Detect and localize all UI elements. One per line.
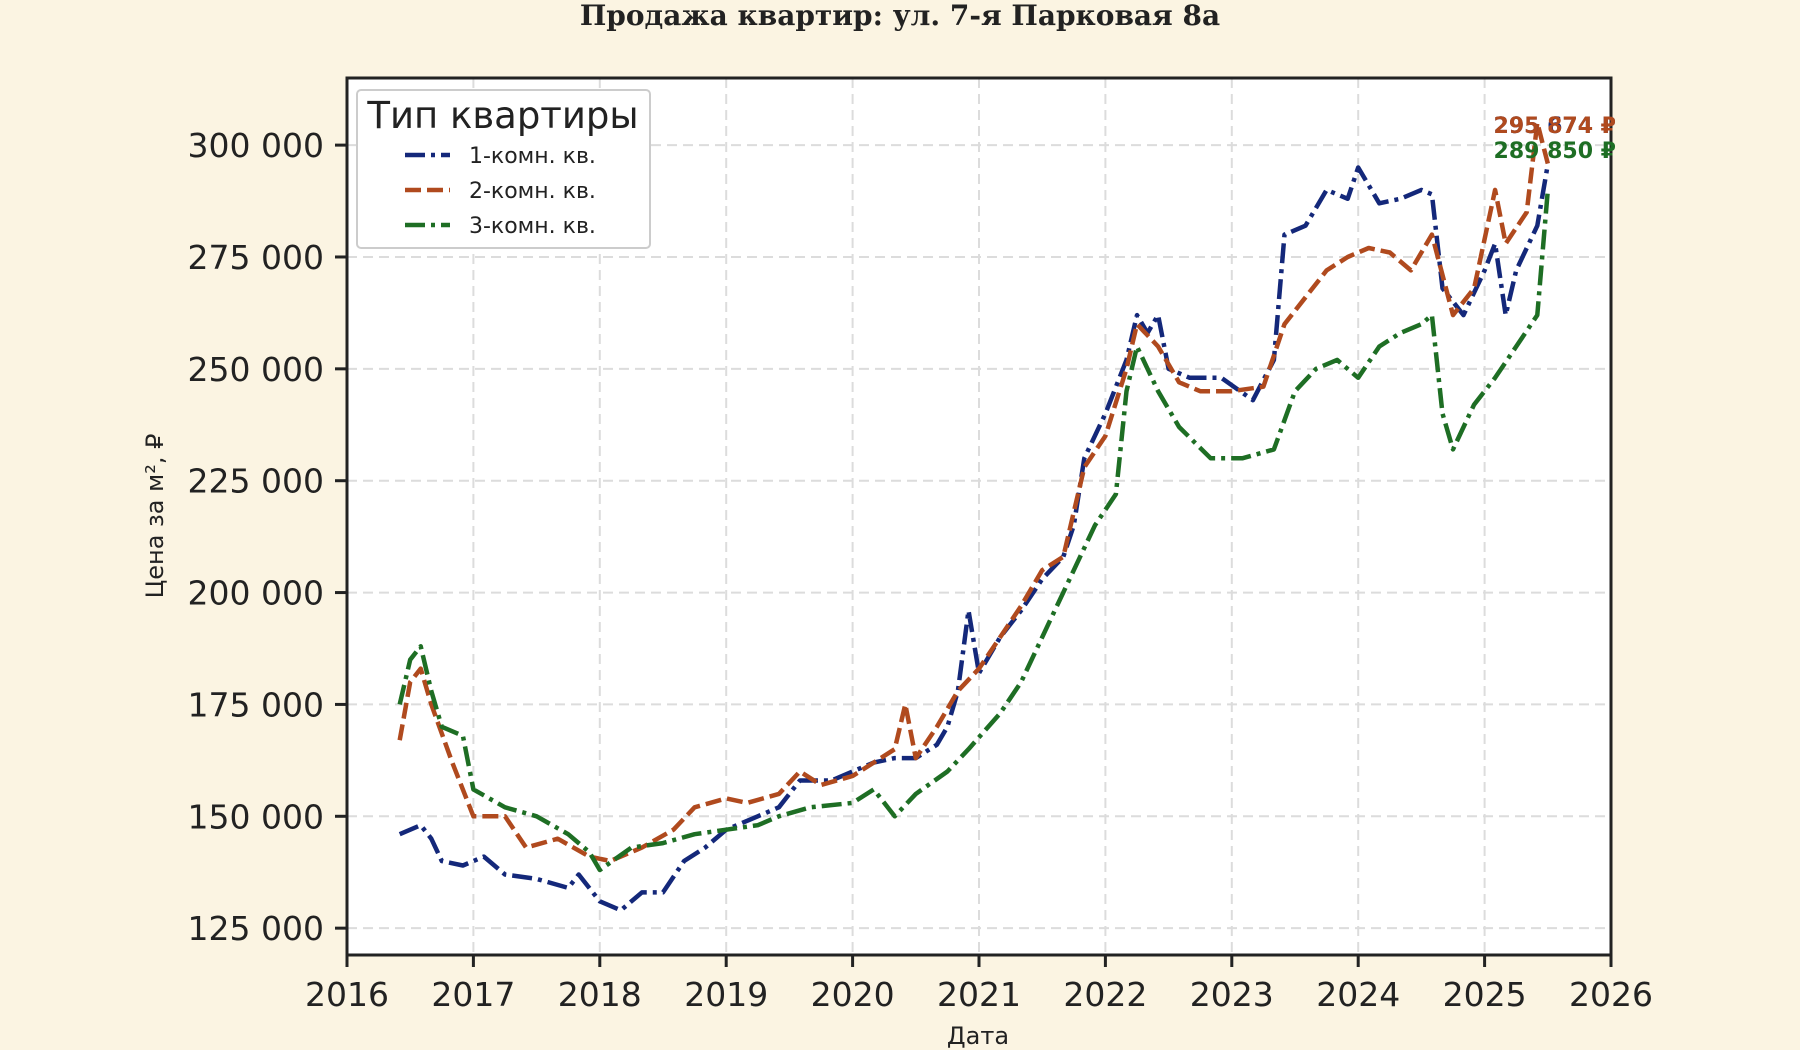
series-group [397,120,1551,913]
y-tick-label: 250 000 [188,350,324,389]
x-tick-label: 2023 [1190,975,1274,1014]
y-tick-label: 300 000 [188,126,324,165]
legend-label-2: 2-комн. кв. [469,179,596,204]
series-line-1 [398,164,1551,913]
x-tick-label: 2021 [937,975,1021,1014]
chart-title: Продажа квартир: ул. 7-я Парковая 8а [580,0,1220,32]
x-tick-label: 2022 [1063,975,1147,1014]
y-tick-label: 275 000 [188,238,324,277]
legend-box [356,89,651,249]
x-tick-label: 2017 [431,975,515,1014]
y-tick-label: 150 000 [188,797,324,836]
y-axis: 125 000 150 000 175 000 200 000 225 000 250 0… [188,126,347,948]
y-tick-label: 225 000 [188,462,324,501]
x-tick-label: 2026 [1569,975,1653,1014]
x-axis: 2016 2017 2018 2019 2020 2021 2022 2023 2024 2025… [305,955,1653,1014]
x-tick-label: 2025 [1443,975,1527,1014]
x-tick-label: 2020 [811,975,895,1014]
x-tick-label: 2018 [558,975,642,1014]
end-labels: 295 674 ₽295 874 ₽289 850 ₽ [1494,114,1616,164]
legend: Тип квартиры 1-комн. кв. 2-комн. кв. 3-ком… [356,89,651,249]
end-label-2: 295 874 ₽ [1494,114,1616,139]
y-tick-label: 125 000 [188,909,324,948]
x-tick-label: 2019 [684,975,768,1014]
y-axis-label: Цена за м², ₽ [141,434,169,599]
end-label-1: 295 674 ₽ [1494,114,1616,139]
x-tick-label: 2024 [1316,975,1400,1014]
x-axis-label: Дата [947,1022,1009,1050]
end-label-3: 289 850 ₽ [1494,139,1616,164]
x-tick-label: 2016 [305,975,389,1014]
y-tick-label: 200 000 [188,574,324,613]
legend-label-1: 1-комн. кв. [469,144,596,169]
legend-title: Тип квартиры [366,94,638,137]
legend-label-3: 3-комн. кв. [469,214,596,239]
series-line-2 [397,120,1550,864]
y-tick-label: 175 000 [188,685,324,724]
series-line-3 [397,190,1551,873]
